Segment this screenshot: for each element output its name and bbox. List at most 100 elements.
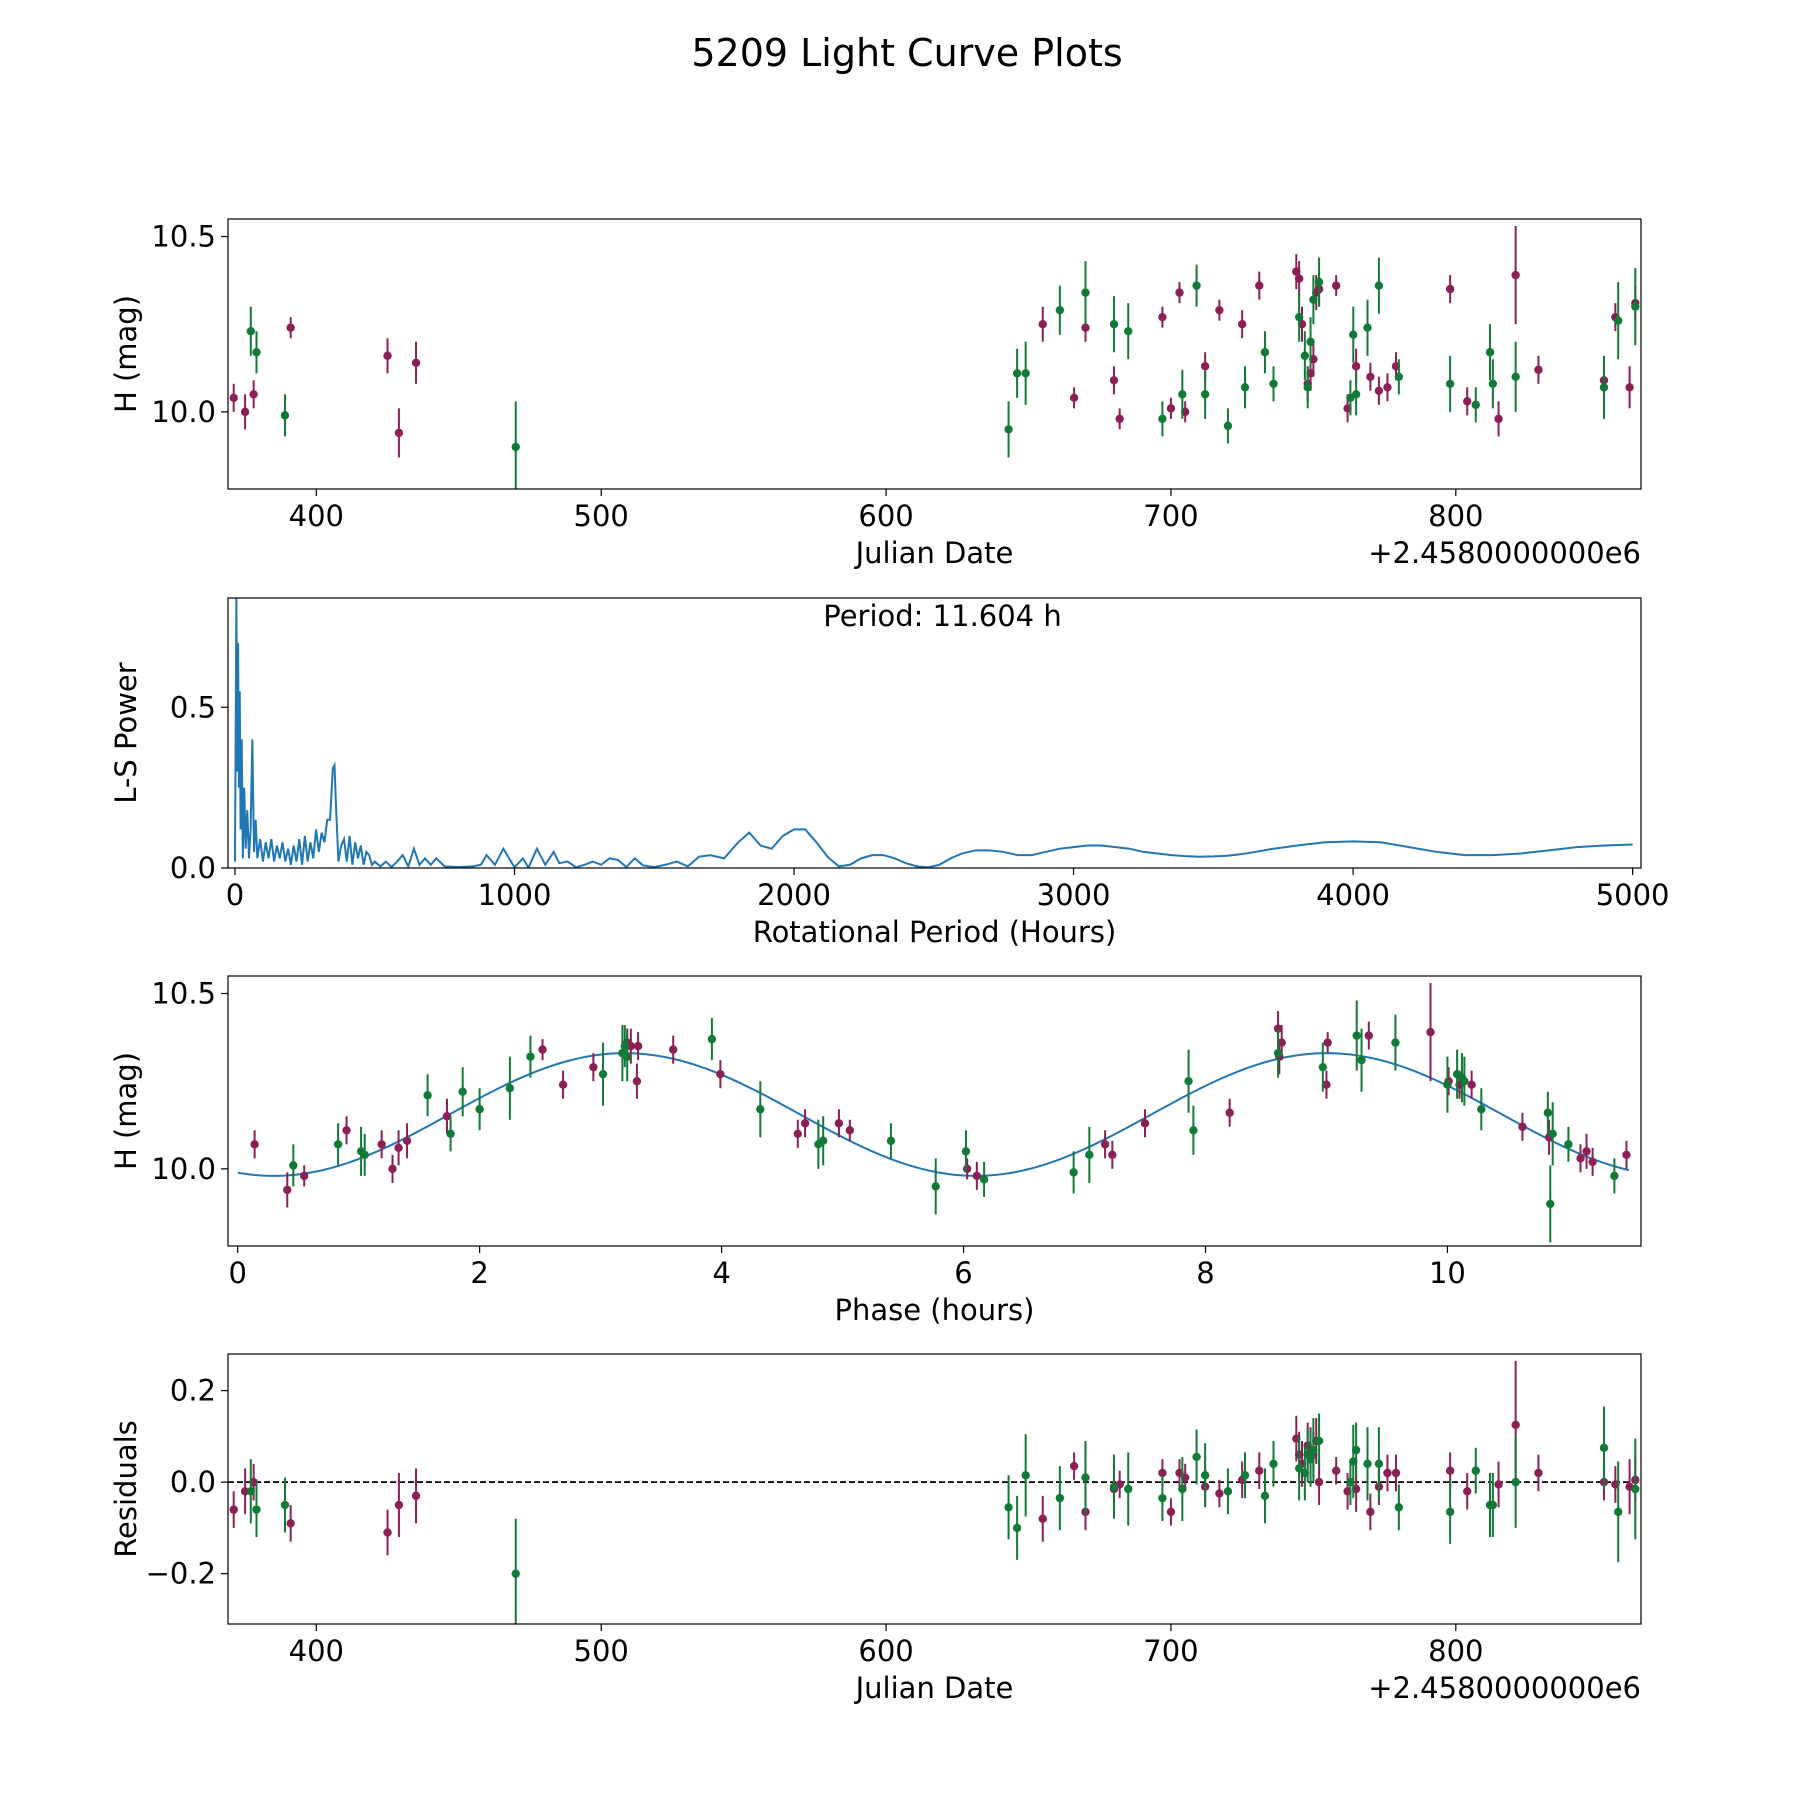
phased-point [446, 1129, 455, 1138]
residuals-point [1004, 1503, 1013, 1512]
phased-point [668, 1045, 678, 1054]
residuals-point [1223, 1487, 1233, 1496]
residuals-point [246, 1487, 255, 1496]
lightcurve-point [1081, 323, 1090, 332]
lightcurve-panel: 400 500 600 700 800 10.0 10.5 H (mag) Julian D… [109, 218, 1642, 570]
phased-ytick-label: 10.5 [151, 977, 216, 1011]
phased-point [793, 1129, 802, 1138]
residuals-point [1178, 1484, 1187, 1494]
lightcurve-point [286, 323, 295, 332]
phased-point [402, 1136, 412, 1146]
residuals-ticks: 400 500 600 700 800 −0.2 0.0 0.2 [146, 1374, 1484, 1668]
phased-point [632, 1076, 642, 1086]
phased-point [979, 1175, 989, 1184]
lightcurve-point [240, 407, 250, 417]
lightcurve-point [411, 358, 421, 367]
phased-model-curve [237, 1052, 1630, 1177]
phased-point [1443, 1080, 1452, 1089]
lightcurve-point [1269, 379, 1278, 389]
residuals-point [229, 1505, 238, 1514]
residuals-point [1488, 1500, 1498, 1510]
residuals-point [1314, 1477, 1324, 1487]
phased-point [1318, 1062, 1328, 1072]
lightcurve-point [1494, 414, 1503, 424]
figure-title: 5209 Light Curve Plots [691, 31, 1122, 75]
phased-point [1576, 1154, 1585, 1163]
phased-point [1610, 1171, 1619, 1181]
phased-point [388, 1164, 397, 1174]
phased-point [1323, 1038, 1332, 1047]
residuals-point [1383, 1468, 1392, 1478]
lightcurve-point [1303, 383, 1312, 392]
lightcurve-point [1240, 383, 1250, 392]
residuals-xtick-label: 600 [858, 1634, 913, 1668]
residuals-point [280, 1500, 290, 1510]
phased-point [1546, 1199, 1555, 1209]
residuals-xtick-label: 500 [574, 1634, 629, 1668]
lightcurve-point [1021, 369, 1030, 378]
lightcurve-point [1124, 327, 1133, 336]
residuals-point [1374, 1459, 1384, 1469]
lightcurve-point [1294, 312, 1304, 322]
phased-point [707, 1034, 717, 1044]
residuals-xlabel: Julian Date [854, 1671, 1014, 1705]
periodogram-plot-area [227, 597, 1642, 869]
phased-point [1140, 1119, 1150, 1128]
lightcurve-point [1366, 372, 1375, 381]
lightcurve-point [1192, 281, 1201, 290]
residuals-point [1255, 1466, 1264, 1475]
phased-point [800, 1119, 810, 1128]
residuals-point [1166, 1507, 1176, 1517]
residuals-point [383, 1528, 392, 1537]
lightcurve-point [1255, 281, 1264, 290]
phased-point [1357, 1055, 1366, 1065]
phased-point [1273, 1048, 1283, 1058]
lightcurve-ytick-label: 10.0 [151, 395, 216, 429]
residuals-point [1511, 1420, 1520, 1430]
phased-point [526, 1052, 535, 1061]
lightcurve-point [1614, 316, 1623, 325]
residuals-point [511, 1569, 520, 1578]
periodogram-xtick-label: 1000 [478, 878, 552, 912]
residuals-point [1511, 1477, 1520, 1487]
lightcurve-point [1374, 386, 1384, 396]
periodogram-xtick-label: 2000 [757, 878, 831, 912]
lightcurve-point [383, 351, 392, 360]
periodogram-panel: 0 1000 2000 3000 4000 5000 0.0 0.5 L-S Power Ro… [109, 597, 1670, 949]
phased-point [962, 1164, 972, 1174]
lightcurve-point [1115, 414, 1124, 424]
periodogram-xtick-label: 0 [226, 878, 244, 912]
phased-ticks: 0 2 4 6 8 10 10.0 10.5 [151, 977, 1465, 1290]
phased-point [1189, 1126, 1198, 1135]
lightcurve-point [1109, 376, 1119, 385]
phased-point [442, 1112, 452, 1121]
phased-point [589, 1062, 598, 1072]
lightcurve-point [1215, 305, 1224, 315]
lightcurve-point [1158, 414, 1167, 424]
lightcurve-point [1511, 372, 1520, 381]
phased-point [931, 1182, 940, 1191]
residuals-point [1269, 1459, 1278, 1469]
residuals-point [1081, 1473, 1090, 1482]
lightcurve-point [1069, 393, 1079, 403]
residuals-point [1331, 1466, 1341, 1475]
residuals-xtick-label: 700 [1143, 1634, 1198, 1668]
lightcurve-point [1260, 348, 1270, 357]
residuals-point [1394, 1503, 1404, 1512]
lightcurve-point [246, 327, 255, 336]
lightcurve-xtick-label: 800 [1428, 499, 1483, 533]
phased-point [538, 1045, 547, 1054]
residuals-point [1363, 1459, 1372, 1469]
residuals-point [1614, 1507, 1623, 1517]
residuals-point [1109, 1482, 1119, 1491]
lightcurve-point [1314, 277, 1324, 287]
lightcurve-point [1038, 319, 1047, 329]
phased-point [834, 1119, 844, 1128]
phased-point [458, 1087, 467, 1096]
lightcurve-point [1200, 390, 1210, 399]
phased-point [1085, 1150, 1094, 1160]
phased-frame [227, 975, 1642, 1247]
phased-point [377, 1140, 386, 1149]
lightcurve-point [280, 411, 290, 420]
lightcurve-point [1599, 383, 1609, 392]
